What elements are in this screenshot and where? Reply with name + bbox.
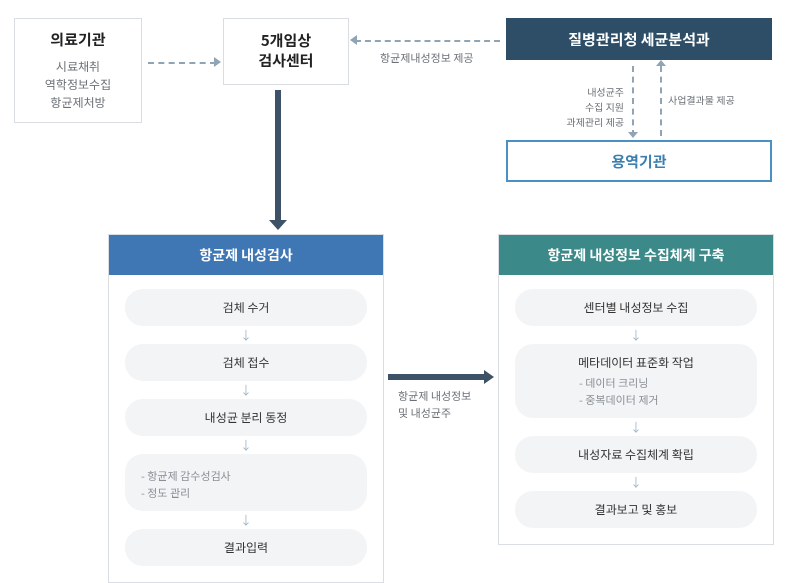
right-section-body: 센터별 내성정보 수집 ↓ 메타데이터 표준화 작업 데이터 크리닝 중복데이터…	[499, 275, 773, 528]
left-step-3-detail-1: 정도 관리	[141, 485, 351, 502]
medical-sub-1: 역학정보수집	[23, 76, 133, 94]
step-arrow-icon: ↓	[125, 381, 367, 399]
contractor-box: 용역기관	[506, 140, 772, 182]
left-step-2: 내성균 분리 동정	[125, 399, 367, 436]
right-step-1-detail-1: 중복데이터 제거	[579, 392, 743, 409]
left-section-body: 검체 수거 ↓ 검체 접수 ↓ 내성균 분리 동정 ↓ 항균제 감수성검사 정도…	[109, 275, 383, 566]
left-step-3: 항균제 감수성검사 정도 관리	[125, 454, 367, 511]
medical-institution-box: 의료기관 시료채취 역학정보수집 항균제처방	[14, 18, 142, 123]
left-section-header: 항균제 내성검사	[109, 235, 383, 275]
center-arrow-shaft	[275, 90, 281, 226]
conn-kdca-to-center	[355, 40, 500, 42]
top-arrow-label: 항균제내성정보 제공	[380, 50, 474, 66]
down-head-icon	[628, 132, 638, 138]
right-step-1-detail: 데이터 크리닝 중복데이터 제거	[529, 375, 743, 408]
mid-arrow-shaft	[388, 374, 486, 380]
clinical-center-title: 5개임상 검사센터	[232, 31, 340, 72]
step-arrow-icon: ↓	[125, 436, 367, 454]
right-step-1-main: 메타데이터 표준화 작업	[529, 354, 743, 371]
clinical-line1: 5개임상	[261, 30, 311, 51]
kdca-box: 질병관리청 세균분석과	[506, 18, 772, 60]
step-arrow-icon: ↓	[515, 326, 757, 344]
center-arrow-head-icon	[269, 220, 287, 230]
up-head-icon	[656, 60, 666, 66]
mid-arrow-label: 항균제 내성정보 및 내성균주	[398, 388, 471, 421]
step-arrow-icon: ↓	[515, 473, 757, 491]
medical-title: 의료기관	[23, 29, 133, 50]
mid-arrow-label-2: 및 내성균주	[398, 405, 451, 421]
vline-left	[632, 66, 634, 136]
left-step-4: 결과입력	[125, 529, 367, 566]
step-arrow-icon: ↓	[515, 418, 757, 436]
left-to-right-arrow	[388, 370, 494, 384]
vlabel-left-1: 내성균주	[587, 84, 624, 99]
vline-right	[660, 66, 662, 136]
conn-medical-to-center	[148, 62, 216, 64]
right-step-0: 센터별 내성정보 수집	[515, 289, 757, 326]
center-to-leftsection-arrow	[269, 90, 287, 228]
left-step-0: 검체 수거	[125, 289, 367, 326]
step-arrow-icon: ↓	[125, 326, 367, 344]
arrowhead-kdca-to-center-icon	[350, 35, 357, 45]
right-step-1-detail-0: 데이터 크리닝	[579, 375, 743, 392]
left-section: 항균제 내성검사 검체 수거 ↓ 검체 접수 ↓ 내성균 분리 동정 ↓ 항균제…	[108, 234, 384, 583]
left-step-1: 검체 접수	[125, 344, 367, 381]
mid-arrow-head-icon	[484, 370, 494, 384]
medical-sub-0: 시료채취	[23, 58, 133, 76]
mid-arrow-label-1: 항균제 내성정보	[398, 388, 471, 404]
step-arrow-icon: ↓	[125, 511, 367, 529]
vlabel-right: 사업결과물 제공	[668, 92, 790, 107]
left-step-3-detail: 항균제 감수성검사 정도 관리	[141, 468, 351, 501]
clinical-line2: 검사센터	[258, 50, 313, 71]
right-step-3: 결과보고 및 홍보	[515, 491, 757, 528]
kdca-contractor-pair: 내성균주 수집 지원 과제관리 제공 사업결과물 제공	[622, 66, 670, 136]
medical-sub-2: 항균제처방	[23, 94, 133, 112]
vlabel-left-2: 수집 지원	[585, 99, 624, 114]
right-section-header: 항균제 내성정보 수집체계 구축	[499, 235, 773, 275]
vlabel-left-3: 과제관리 제공	[567, 114, 624, 129]
right-step-2: 내성자료 수집체계 확립	[515, 436, 757, 473]
vlabel-left: 내성균주 수집 지원 과제관리 제공	[494, 84, 624, 129]
arrowhead-to-center-icon	[214, 57, 221, 67]
clinical-center-box: 5개임상 검사센터	[223, 18, 349, 85]
right-section: 항균제 내성정보 수집체계 구축 센터별 내성정보 수집 ↓ 메타데이터 표준화…	[498, 234, 774, 545]
right-step-1: 메타데이터 표준화 작업 데이터 크리닝 중복데이터 제거	[515, 344, 757, 418]
left-step-3-detail-0: 항균제 감수성검사	[141, 468, 351, 485]
